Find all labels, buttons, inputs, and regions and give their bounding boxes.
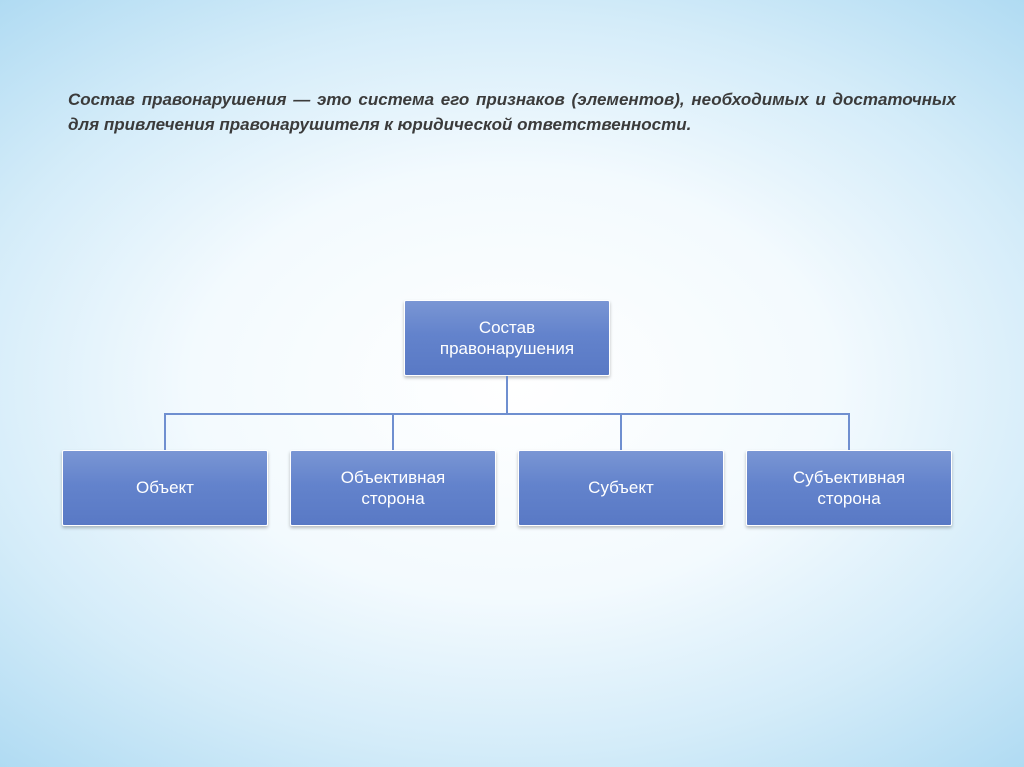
connector-child-0 (164, 414, 166, 450)
connector-root-down (506, 376, 508, 414)
connector-bus (164, 413, 850, 415)
connector-child-1 (392, 414, 394, 450)
child-node-1: Объективнаясторона (290, 450, 496, 526)
definition-paragraph: Состав правонарушения — это система его … (0, 0, 1024, 137)
child-node-2: Субъект (518, 450, 724, 526)
connector-child-3 (848, 414, 850, 450)
root-node: Составправонарушения (404, 300, 610, 376)
child-node-0: Объект (62, 450, 268, 526)
connector-child-2 (620, 414, 622, 450)
slide-content: Состав правонарушения — это система его … (0, 0, 1024, 137)
child-node-3: Субъективнаясторона (746, 450, 952, 526)
definition-term: Состав правонарушения (68, 90, 287, 109)
